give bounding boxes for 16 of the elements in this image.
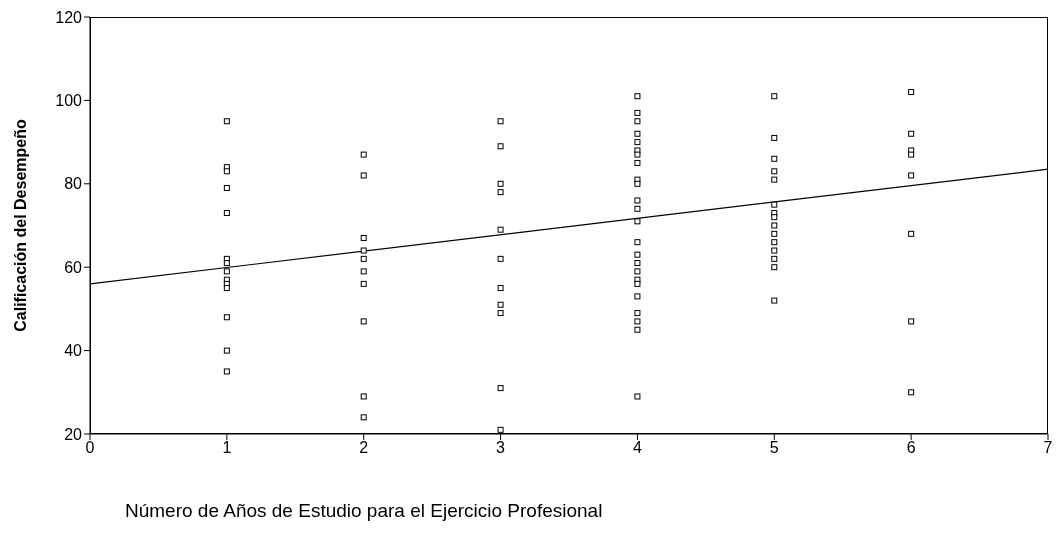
y-tick-label: 80 — [64, 175, 83, 193]
y-tick-label: 120 — [55, 8, 83, 26]
x-tick-label: 5 — [769, 439, 779, 457]
x-tick-label: 7 — [1043, 439, 1053, 457]
x-tick-label: 2 — [359, 439, 369, 457]
y-tick-label: 100 — [55, 92, 83, 110]
x-tick-label: 1 — [222, 439, 232, 457]
y-axis-title: Calificación del Desempeño — [11, 119, 29, 332]
y-tick-label: 60 — [64, 258, 83, 276]
x-tick-label: 4 — [632, 439, 642, 457]
x-tick-label: 0 — [85, 439, 95, 457]
y-tick-label: 20 — [64, 425, 83, 443]
x-tick-label: 3 — [496, 439, 506, 457]
y-tick-label: 40 — [64, 342, 83, 360]
x-tick-label: 6 — [906, 439, 916, 457]
x-axis-title: Número de Años de Estudio para el Ejercicio Profesional — [125, 500, 604, 522]
